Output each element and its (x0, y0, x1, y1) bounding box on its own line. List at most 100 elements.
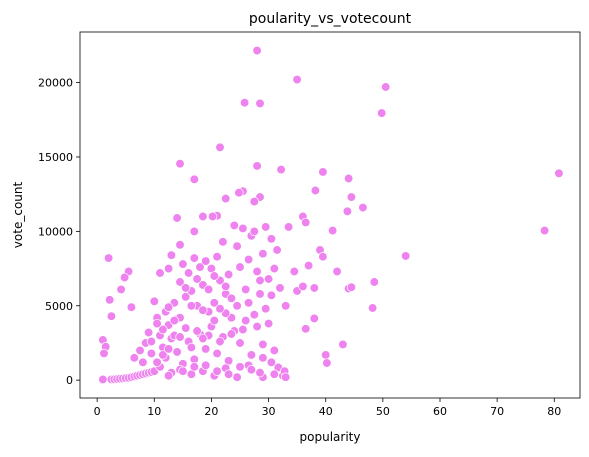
data-point (169, 315, 179, 326)
data-point (255, 275, 265, 286)
y-tick-label: 15000 (38, 151, 73, 164)
x-tick-label: 70 (490, 405, 504, 418)
data-point (189, 226, 199, 237)
y-tick-label: 20000 (38, 77, 73, 90)
data-point (209, 315, 219, 326)
data-point (116, 284, 126, 295)
data-point (103, 253, 114, 263)
x-tick-label: 50 (376, 405, 390, 418)
data-point (269, 263, 279, 274)
data-point (215, 142, 225, 152)
data-point (192, 326, 202, 336)
data-point (263, 318, 274, 329)
data-point (221, 281, 231, 292)
x-tick-label: 0 (94, 405, 101, 418)
data-point (106, 311, 117, 321)
data-point (226, 293, 237, 303)
data-point (309, 283, 319, 293)
chart-title: poularity_vs_votecount (249, 11, 412, 27)
data-point (266, 290, 277, 300)
data-point (249, 226, 259, 237)
x-tick-label: 80 (547, 405, 561, 418)
plot-frame (79, 31, 581, 399)
x-tick-label: 60 (433, 405, 447, 418)
y-tick-label: 10000 (38, 225, 73, 238)
data-point (166, 250, 177, 260)
y-tick-label: 0 (66, 374, 73, 387)
data-point (246, 350, 257, 360)
data-point (381, 82, 391, 92)
data-point (539, 225, 550, 236)
data-point (269, 369, 279, 379)
data-point (129, 353, 139, 363)
data-point (358, 202, 368, 213)
data-point (223, 269, 234, 280)
data-point (143, 327, 154, 338)
data-point (183, 268, 194, 278)
data-point (235, 362, 245, 372)
data-point (172, 347, 182, 357)
axes-layer: 0 10 20 30 40 50 60 70 80 0 5000 10000 15000 20000 (38, 31, 581, 418)
data-point (212, 366, 222, 376)
data-point (192, 274, 202, 284)
x-axis-label: popularity (300, 430, 361, 444)
data-point (178, 259, 188, 269)
data-point (198, 211, 208, 222)
data-point (318, 252, 328, 262)
data-point (99, 348, 109, 359)
data-point (201, 360, 211, 370)
data-point (175, 159, 185, 169)
data-point (172, 213, 182, 223)
data-point (155, 268, 165, 278)
data-point (158, 324, 168, 335)
data-point (327, 225, 338, 236)
data-point (321, 350, 331, 360)
data-point (252, 266, 262, 277)
x-tick-label: 10 (147, 405, 161, 418)
data-point (186, 301, 197, 311)
y-axis-label: vote_count (11, 182, 25, 249)
data-point (181, 323, 191, 333)
data-point (232, 241, 242, 251)
data-point (105, 295, 115, 305)
data-point (255, 368, 265, 378)
data-point (255, 289, 265, 299)
data-point (218, 237, 228, 247)
data-point (189, 174, 199, 184)
data-point (346, 192, 357, 202)
data-point (119, 272, 130, 283)
data-point (146, 348, 157, 359)
data-point (310, 185, 321, 196)
data-point (215, 304, 225, 314)
data-point (332, 266, 342, 277)
data-point (249, 196, 259, 207)
data-point (163, 263, 174, 274)
data-point (342, 206, 353, 216)
data-point (238, 324, 248, 335)
data-point (163, 371, 174, 381)
y-tick-label: 5000 (45, 300, 73, 313)
data-point (276, 164, 286, 175)
data-point (198, 305, 208, 315)
data-point (554, 168, 564, 178)
data-point (292, 74, 302, 85)
data-point (252, 45, 262, 56)
data-point (235, 338, 245, 348)
data-point (186, 342, 197, 353)
data-point (189, 362, 199, 372)
data-point (239, 98, 250, 108)
data-point (212, 348, 222, 359)
data-point (234, 188, 244, 198)
x-tick-label: 20 (204, 405, 218, 418)
data-point (258, 339, 268, 350)
data-point (201, 256, 211, 266)
data-point (163, 344, 174, 354)
data-point (201, 344, 211, 354)
data-point (275, 283, 285, 293)
data-point (281, 301, 291, 311)
data-point (367, 303, 378, 313)
data-point (163, 302, 174, 312)
data-point (249, 310, 259, 320)
data-point (209, 271, 219, 281)
